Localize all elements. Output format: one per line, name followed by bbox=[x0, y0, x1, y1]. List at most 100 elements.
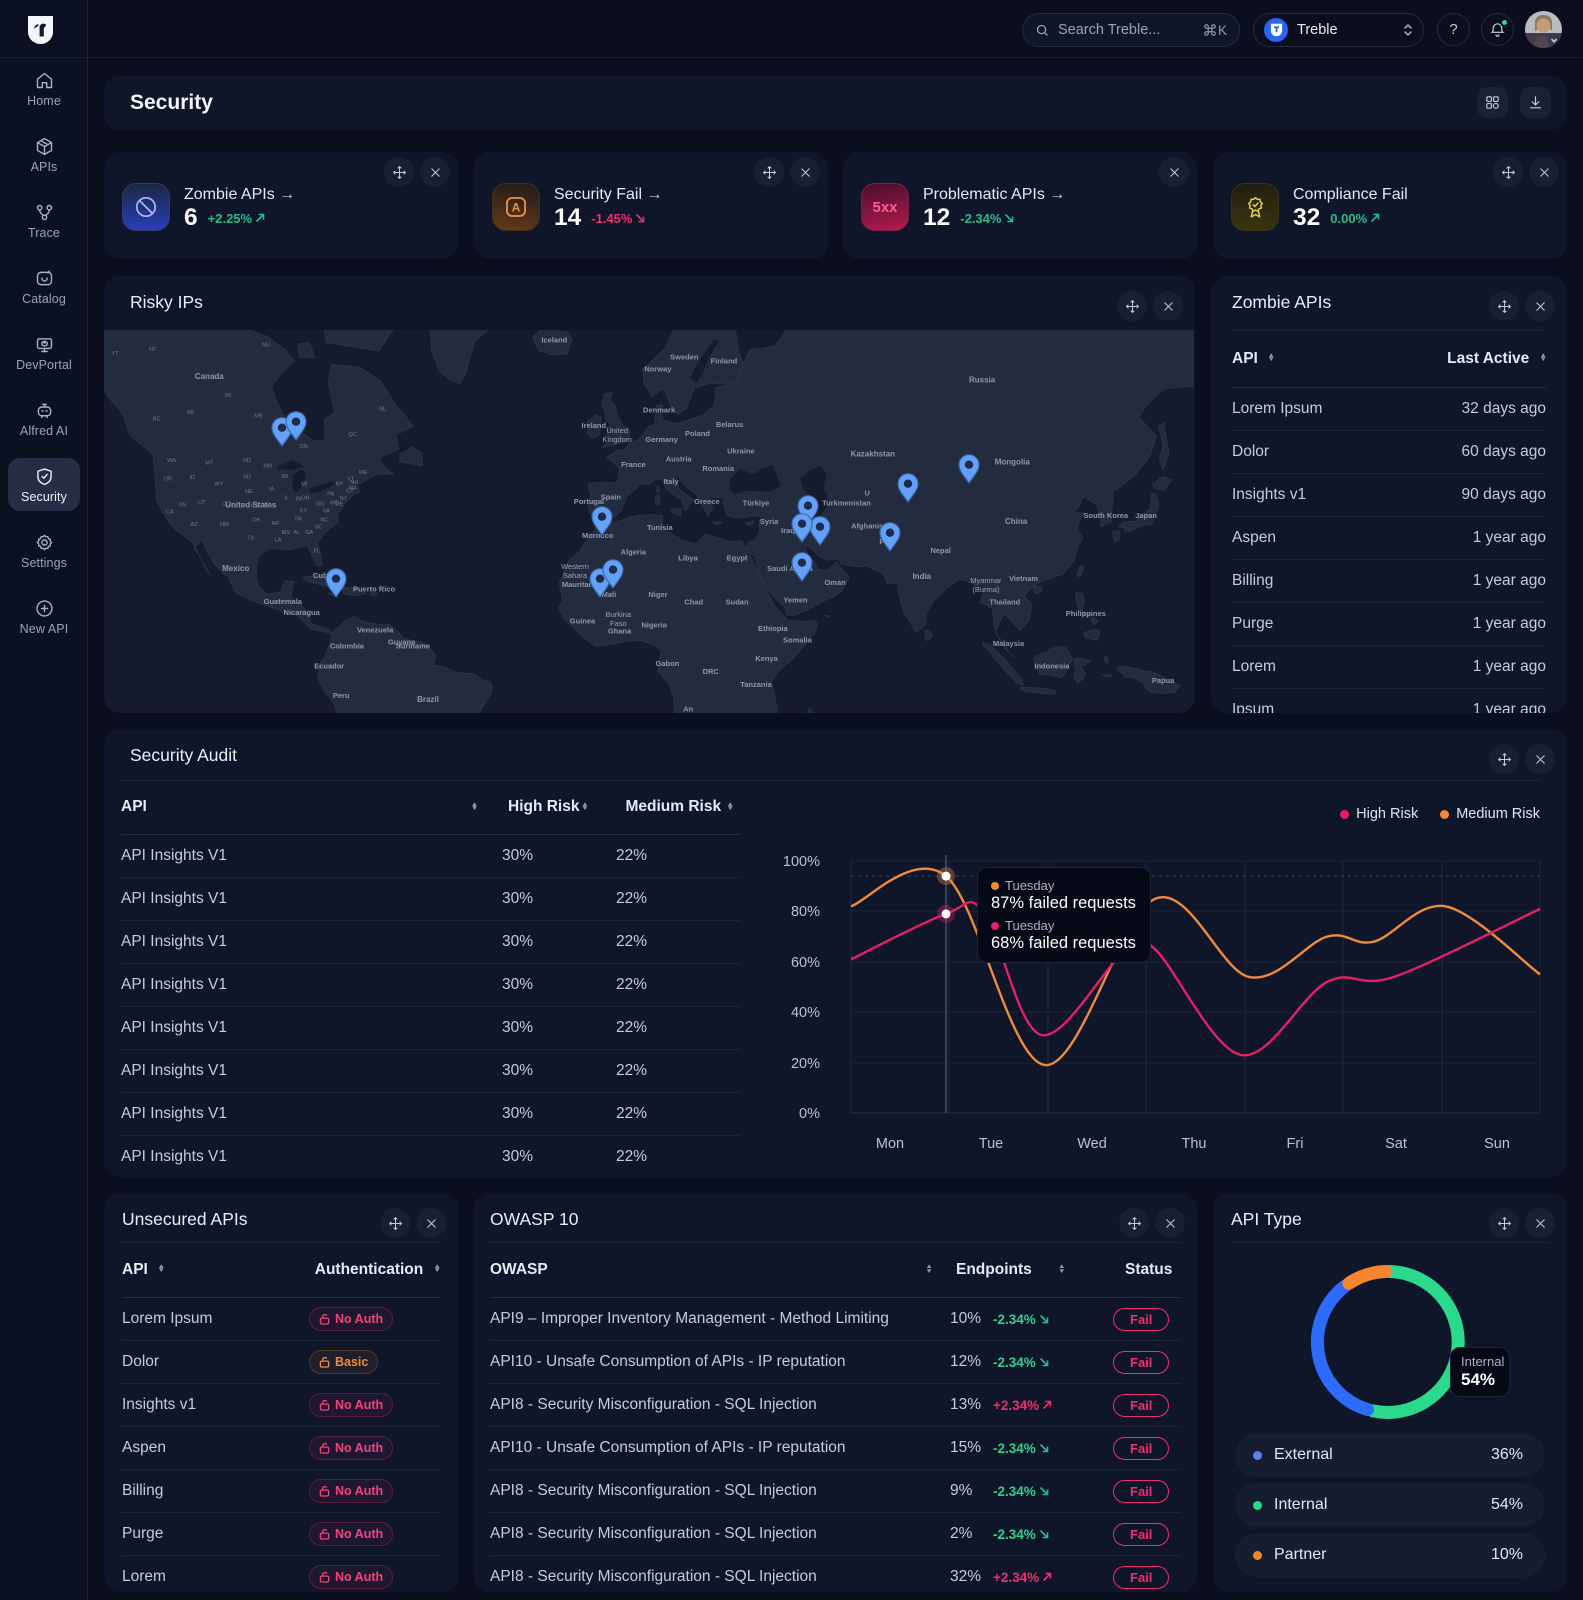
svg-text:Kingdom: Kingdom bbox=[602, 435, 632, 444]
svg-text:Somalia: Somalia bbox=[783, 635, 813, 644]
svg-text:AZ: AZ bbox=[191, 522, 199, 528]
svg-text:Egypt: Egypt bbox=[727, 554, 748, 563]
svg-text:Tunisia: Tunisia bbox=[647, 523, 674, 532]
svg-text:AL: AL bbox=[293, 530, 300, 536]
svg-text:Germany: Germany bbox=[645, 435, 678, 444]
svg-text:Tue: Tue bbox=[979, 1136, 1003, 1152]
svg-text:NU: NU bbox=[262, 343, 270, 349]
svg-text:PA: PA bbox=[327, 492, 334, 498]
svg-text:Afghanistan: Afghanistan bbox=[851, 521, 895, 530]
svg-text:MA: MA bbox=[348, 486, 357, 492]
svg-text:Mon: Mon bbox=[876, 1136, 904, 1152]
svg-text:Iraq: Iraq bbox=[781, 526, 795, 535]
svg-text:Sweden: Sweden bbox=[670, 352, 699, 361]
svg-text:Philippines: Philippines bbox=[1066, 609, 1106, 618]
svg-text:Saudi Arabia: Saudi Arabia bbox=[767, 564, 813, 573]
svg-text:NH: NH bbox=[350, 480, 358, 486]
svg-text:Myanmar: Myanmar bbox=[970, 576, 1002, 585]
svg-text:SK: SK bbox=[224, 393, 232, 399]
svg-text:NE: NE bbox=[245, 489, 253, 495]
svg-text:Thailand: Thailand bbox=[989, 598, 1020, 607]
svg-text:DE: DE bbox=[336, 501, 344, 507]
svg-text:MO: MO bbox=[263, 504, 273, 510]
svg-text:OK: OK bbox=[252, 518, 260, 524]
svg-text:ND: ND bbox=[243, 458, 251, 464]
svg-text:Chad: Chad bbox=[684, 598, 703, 607]
svg-text:100%: 100% bbox=[783, 854, 820, 870]
svg-text:Cuba: Cuba bbox=[313, 571, 333, 580]
svg-text:Gabon: Gabon bbox=[656, 659, 680, 668]
svg-text:Mongolia: Mongolia bbox=[995, 458, 1031, 467]
svg-text:Western: Western bbox=[561, 562, 589, 571]
svg-text:Nicaragua: Nicaragua bbox=[284, 608, 321, 617]
svg-text:Ethiopia: Ethiopia bbox=[758, 624, 788, 633]
svg-text:NY: NY bbox=[336, 482, 344, 488]
svg-text:Colombia: Colombia bbox=[330, 642, 365, 651]
svg-text:LA: LA bbox=[275, 538, 282, 544]
svg-text:SC: SC bbox=[315, 524, 323, 530]
svg-text:Ukraine: Ukraine bbox=[727, 447, 755, 456]
svg-text:IL: IL bbox=[284, 496, 289, 502]
svg-text:Denmark: Denmark bbox=[643, 406, 676, 415]
svg-text:Libya: Libya bbox=[678, 554, 698, 563]
svg-text:Sahara: Sahara bbox=[563, 571, 588, 580]
svg-text:Türkiye: Türkiye bbox=[743, 498, 770, 507]
svg-text:Finland: Finland bbox=[711, 356, 738, 365]
svg-text:20%: 20% bbox=[791, 1056, 820, 1072]
svg-text:Vietnam: Vietnam bbox=[1009, 574, 1038, 583]
svg-text:Venezuela: Venezuela bbox=[357, 625, 394, 634]
svg-text:Niger: Niger bbox=[648, 590, 667, 599]
svg-text:KS: KS bbox=[251, 504, 259, 510]
svg-text:NL: NL bbox=[379, 407, 386, 413]
svg-text:Nigeria: Nigeria bbox=[641, 620, 667, 629]
svg-text:DRC: DRC bbox=[703, 667, 720, 676]
svg-text:Ghana: Ghana bbox=[608, 626, 632, 635]
svg-text:NC: NC bbox=[320, 518, 328, 524]
svg-text:YT: YT bbox=[112, 351, 120, 357]
svg-text:Belarus: Belarus bbox=[716, 420, 744, 429]
svg-text:Algeria: Algeria bbox=[621, 548, 647, 557]
svg-text:MS: MS bbox=[282, 530, 291, 536]
svg-text:BC: BC bbox=[153, 417, 161, 423]
svg-text:WY: WY bbox=[214, 482, 223, 488]
svg-text:Poland: Poland bbox=[685, 429, 710, 438]
svg-text:60%: 60% bbox=[791, 955, 820, 971]
svg-text:United States: United States bbox=[225, 501, 277, 510]
svg-text:Wed: Wed bbox=[1077, 1136, 1107, 1152]
svg-text:South Korea: South Korea bbox=[1084, 511, 1129, 520]
svg-text:Puerto Rico: Puerto Rico bbox=[353, 584, 396, 593]
svg-text:NM: NM bbox=[220, 522, 229, 528]
svg-text:80%: 80% bbox=[791, 904, 820, 920]
svg-text:Suriname: Suriname bbox=[396, 641, 430, 650]
svg-text:IN: IN bbox=[296, 497, 302, 503]
svg-text:ID: ID bbox=[190, 475, 196, 481]
svg-text:ON: ON bbox=[299, 444, 307, 450]
svg-text:CT: CT bbox=[346, 489, 354, 495]
svg-text:WV: WV bbox=[316, 501, 325, 507]
svg-text:Iceland: Iceland bbox=[541, 335, 567, 344]
svg-text:Syria: Syria bbox=[760, 517, 779, 526]
svg-text:Burkina: Burkina bbox=[606, 610, 632, 619]
svg-text:KY: KY bbox=[300, 508, 308, 514]
svg-text:NV: NV bbox=[179, 502, 187, 508]
svg-text:A: A bbox=[512, 201, 521, 215]
svg-text:GA: GA bbox=[305, 530, 313, 536]
svg-text:Austria: Austria bbox=[666, 454, 693, 463]
svg-text:Faso: Faso bbox=[610, 619, 627, 628]
svg-text:NT: NT bbox=[149, 347, 157, 353]
svg-text:Italy: Italy bbox=[664, 477, 680, 486]
svg-text:UT: UT bbox=[198, 500, 206, 506]
svg-text:Papua: Papua bbox=[1152, 676, 1175, 685]
svg-text:Greece: Greece bbox=[694, 497, 719, 506]
svg-text:Spain: Spain bbox=[601, 493, 622, 502]
svg-text:Nepal: Nepal bbox=[930, 546, 950, 555]
svg-text:China: China bbox=[1005, 517, 1028, 526]
svg-text:TN: TN bbox=[294, 516, 301, 522]
svg-text:Kenya: Kenya bbox=[755, 654, 778, 663]
svg-text:An: An bbox=[683, 705, 693, 714]
svg-text:Morocco: Morocco bbox=[582, 531, 614, 540]
svg-text:MB: MB bbox=[254, 413, 263, 419]
svg-text:(Burma): (Burma) bbox=[972, 585, 1000, 594]
svg-text:Tanzania: Tanzania bbox=[740, 680, 772, 689]
svg-text:Yemen: Yemen bbox=[783, 596, 808, 605]
